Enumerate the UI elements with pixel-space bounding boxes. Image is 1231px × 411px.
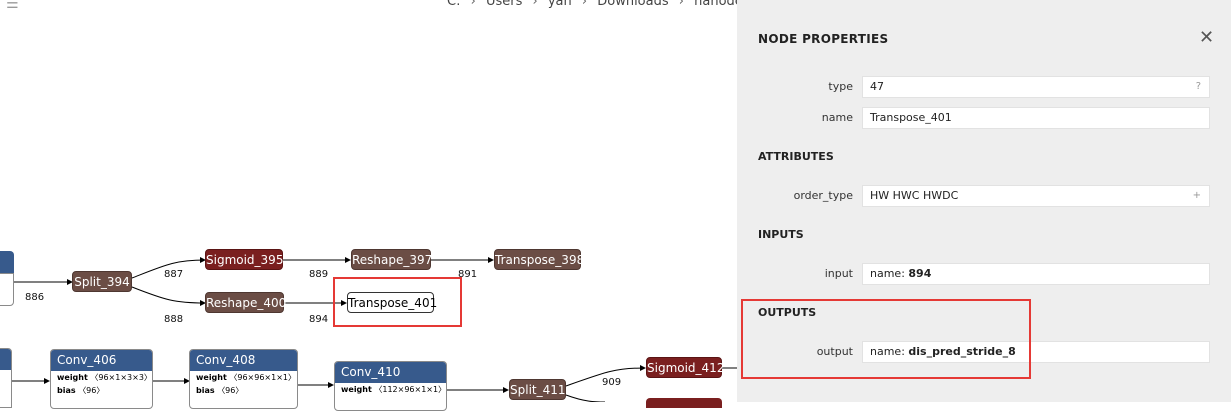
node-properties-panel: NODE PROPERTIES ✕ type 47 ? name Transpo… (737, 0, 1231, 402)
node-title: Conv_406 (51, 350, 152, 371)
order-type-field[interactable]: HW HWC HWDC + (862, 185, 1210, 207)
node-conv-410[interactable]: Conv_410 weight 〈112×96×1×1〉 (334, 361, 447, 411)
type-label: type (828, 80, 853, 93)
panel-title: NODE PROPERTIES (758, 32, 889, 46)
node-transpose-401[interactable]: Transpose_401 (347, 292, 437, 313)
offscreen-node[interactable] (0, 251, 14, 273)
chevron-right-icon: › (581, 0, 588, 9)
edge-label: 888 (164, 314, 184, 325)
node-attr-bias: bias 〈96〉 (196, 386, 244, 395)
help-icon[interactable]: ? (1195, 81, 1201, 92)
expand-icon[interactable]: + (1192, 190, 1201, 201)
inputs-header: INPUTS (758, 228, 804, 241)
chevron-right-icon: › (532, 0, 538, 9)
highlight-box (741, 299, 1031, 379)
offscreen-node[interactable] (646, 398, 722, 408)
output-value: dis_pred_stride_8 (908, 345, 1016, 358)
edge-label: 894 (309, 314, 329, 325)
breadcrumb-drive: C: (447, 0, 461, 9)
type-value: 47 (870, 80, 884, 93)
chevron-right-icon: › (678, 0, 684, 9)
order-type-label: order_type (793, 189, 853, 202)
edge-label: 886 (25, 292, 45, 303)
node-split-411[interactable]: Split_411 (509, 379, 566, 400)
input-field[interactable]: name: 894 (862, 263, 1210, 285)
attributes-header: ATTRIBUTES (758, 150, 834, 163)
input-label: input (824, 267, 853, 280)
breadcrumb-users: Users (485, 0, 523, 9)
offscreen-conv-node[interactable] (0, 348, 12, 408)
node-conv-408[interactable]: Conv_408 weight 〈96×96×1×1〉 bias 〈96〉 (189, 349, 298, 409)
chevron-right-icon: › (470, 0, 476, 9)
node-split-394[interactable]: Split_394 (72, 271, 132, 292)
input-value: 894 (908, 267, 932, 280)
order-type-value: HW HWC HWDC (870, 189, 959, 202)
node-attr-weight: weight 〈112×96×1×1〉 (341, 385, 447, 394)
node-transpose-398[interactable]: Transpose_398 (494, 249, 584, 270)
output-field[interactable]: name: dis_pred_stride_8 (862, 341, 1210, 363)
name-value: Transpose_401 (870, 111, 952, 124)
node-title: Conv_410 (335, 362, 446, 383)
node-attr-weight: weight 〈96×1×3×3〉 (57, 373, 152, 382)
offscreen-node-body (0, 273, 14, 306)
output-name-prefix: name: (870, 345, 909, 358)
type-field[interactable]: 47 ? (862, 76, 1210, 98)
edge-label: 889 (309, 269, 329, 280)
graph-edges (12, 257, 737, 402)
name-label: name (821, 111, 853, 124)
edge-label: 909 (602, 377, 622, 388)
menu-icon[interactable]: ☰ (6, 0, 19, 12)
outputs-header: OUTPUTS (758, 306, 817, 319)
node-attr-bias: bias 〈96〉 (57, 386, 105, 395)
node-title: Conv_408 (190, 350, 297, 371)
breadcrumb-user: yan (547, 0, 572, 9)
highlight-box (333, 277, 462, 327)
breadcrumb-downloads: Downloads (597, 0, 669, 9)
node-reshape-400[interactable]: Reshape_400 (205, 292, 286, 313)
node-sigmoid-412[interactable]: Sigmoid_412 (646, 357, 724, 378)
node-conv-406[interactable]: Conv_406 weight 〈96×1×3×3〉 bias 〈96〉 (50, 349, 153, 409)
node-reshape-397[interactable]: Reshape_397 (351, 249, 432, 270)
edge-label: 887 (164, 269, 184, 280)
name-field[interactable]: Transpose_401 (862, 107, 1210, 129)
close-icon[interactable]: ✕ (1199, 27, 1215, 48)
node-sigmoid-395[interactable]: Sigmoid_395 (205, 249, 283, 270)
output-label: output (816, 345, 853, 358)
edge-label: 891 (458, 269, 478, 280)
node-attr-weight: weight 〈96×96×1×1〉 (196, 373, 297, 382)
input-name-prefix: name: (870, 267, 909, 280)
